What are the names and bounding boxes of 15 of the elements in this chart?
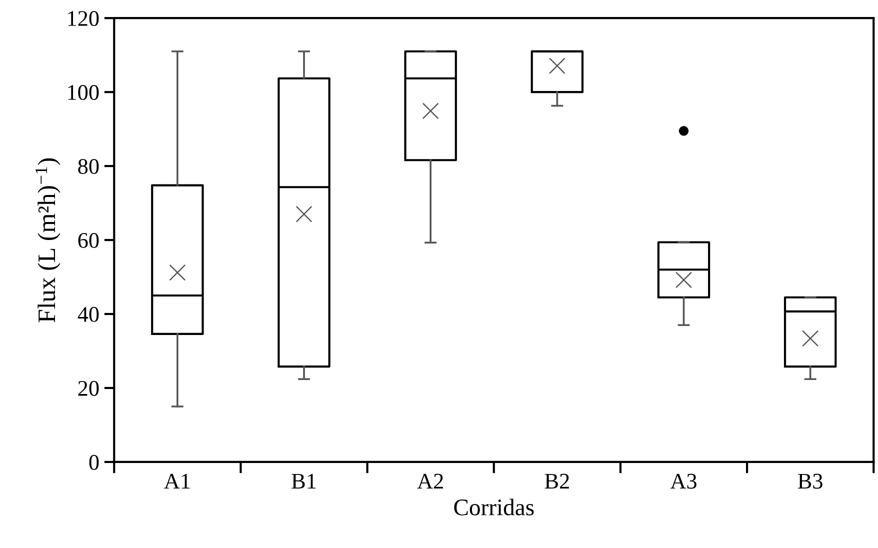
x-tick-label: A2 (417, 474, 443, 488)
y-tick-label: 20 (78, 380, 99, 396)
x-tick-label: B1 (292, 474, 316, 489)
x-tick-label: B3 (798, 474, 822, 489)
y-tick-label: 40 (78, 306, 99, 322)
x-axis-title: Corridas (454, 498, 534, 516)
y-tick-label: 0 (89, 454, 99, 470)
y-axis-title: Flux (L (m²h)$^{−1}$) (35, 158, 60, 322)
y-tick-label: 80 (78, 158, 99, 174)
x-tick-label: A1 (164, 474, 190, 488)
y-tick-label: 100 (68, 84, 99, 100)
y-tick-label: 60 (78, 232, 99, 248)
y-tick-label: 120 (68, 11, 99, 26)
x-tick-label: A3 (670, 474, 696, 489)
x-tick-label: B2 (544, 474, 569, 489)
